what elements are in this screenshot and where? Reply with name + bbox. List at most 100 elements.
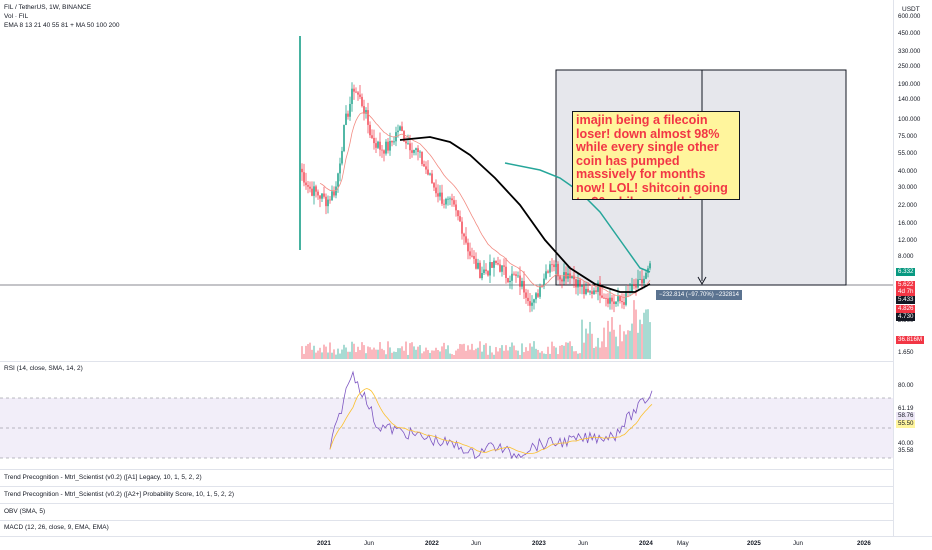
price-chart[interactable] [0, 0, 893, 536]
volume-bar [351, 341, 353, 359]
volume-bar [581, 319, 583, 359]
volume-bar [591, 333, 593, 359]
candle-body [323, 193, 325, 197]
volume-bar [561, 345, 563, 359]
candle-body [555, 263, 557, 268]
pane-separator-rsi[interactable] [0, 361, 893, 362]
volume-bar [537, 349, 539, 359]
price-tick-label: 190.000 [898, 81, 921, 88]
volume-bar [385, 354, 387, 359]
candle-body [453, 200, 455, 205]
rsi-tick-label: 40.00 [898, 440, 914, 447]
candle-body [579, 279, 581, 287]
volume-bar [373, 347, 375, 359]
candle-body [507, 277, 509, 283]
candle-body [611, 297, 613, 302]
annotation-note[interactable]: imajin being a filecoin loser! down almo… [572, 111, 740, 200]
price-tag: 5.433 [896, 296, 916, 304]
volume-bar [417, 346, 419, 359]
volume-bar [439, 351, 441, 359]
candle-body [481, 273, 483, 279]
candle-body [623, 302, 625, 305]
time-tick-label: Jun [471, 540, 481, 547]
volume-bar [505, 345, 507, 359]
candle-body [473, 256, 475, 259]
volume-bar [339, 353, 341, 359]
time-axis-border [0, 536, 932, 537]
volume-bar [461, 344, 463, 359]
candle-body [521, 281, 523, 287]
volume-bar [499, 348, 501, 359]
price-tick-label: 600.000 [898, 13, 921, 20]
volume-bar [489, 345, 491, 359]
candle-body [409, 143, 411, 151]
volume-bar [597, 337, 599, 359]
candle-body [543, 278, 545, 287]
time-tick-label: Jun [364, 540, 374, 547]
candle-body [411, 150, 413, 153]
volume-bar [305, 345, 307, 359]
volume-bar [395, 351, 397, 359]
candle-body [571, 275, 573, 278]
price-tag: 4.826 [896, 305, 916, 313]
price-tick-label: 12.000 [898, 237, 917, 244]
volume-bar [333, 349, 335, 359]
candle-body [301, 168, 303, 173]
volume-bar [529, 343, 531, 359]
candle-body [341, 151, 343, 164]
time-tick-label: 2022 [425, 540, 439, 547]
candle-body [457, 210, 459, 217]
volume-bar [501, 345, 503, 359]
candle-body [495, 260, 497, 264]
volume-bar [517, 350, 519, 359]
candle-body [427, 169, 429, 175]
volume-bar [365, 353, 367, 359]
candle-body [373, 137, 375, 144]
candle-body [337, 173, 339, 187]
volume-bar [543, 353, 545, 359]
candle-body [505, 266, 507, 278]
candle-body [351, 88, 353, 104]
candle-body [387, 141, 389, 151]
candle-body [383, 150, 385, 154]
candle-body [513, 273, 515, 275]
candle-body [335, 186, 337, 196]
volume-bar [623, 331, 625, 359]
candle-body [617, 296, 619, 302]
volume-bar [571, 346, 573, 359]
candle-body [607, 298, 609, 304]
volume-bar [411, 342, 413, 359]
volume-bar [587, 333, 589, 359]
price-tag: 4d 7h [896, 288, 916, 296]
volume-bar [507, 350, 509, 359]
pane-separator-trend1[interactable] [0, 469, 893, 470]
candle-body [311, 188, 313, 196]
pane-separator-macd[interactable] [0, 520, 893, 521]
candle-body [371, 135, 373, 138]
candle-body [423, 164, 425, 167]
volume-bar [353, 343, 355, 359]
candle-body [565, 272, 567, 279]
pane-separator-trend2[interactable] [0, 486, 893, 487]
rsi-tag: 55.50 [896, 420, 916, 428]
pane-separator-obv[interactable] [0, 503, 893, 504]
volume-bar [477, 347, 479, 359]
candle-body [637, 279, 639, 288]
candle-body [449, 198, 451, 200]
volume-bar [607, 320, 609, 359]
candle-body [471, 255, 473, 257]
volume-bar [377, 349, 379, 359]
candle-body [403, 131, 405, 142]
candle-body [353, 88, 355, 92]
volume-bar [565, 342, 567, 359]
volume-bar [387, 341, 389, 359]
candle-body [463, 233, 465, 237]
volume-bar [619, 324, 621, 359]
volume-bar [547, 346, 549, 359]
candle-body [349, 103, 351, 117]
volume-bar [409, 343, 411, 359]
volume-bar [301, 346, 303, 359]
volume-bar [559, 345, 561, 359]
volume-bar [553, 346, 555, 359]
candle-body [575, 279, 577, 288]
